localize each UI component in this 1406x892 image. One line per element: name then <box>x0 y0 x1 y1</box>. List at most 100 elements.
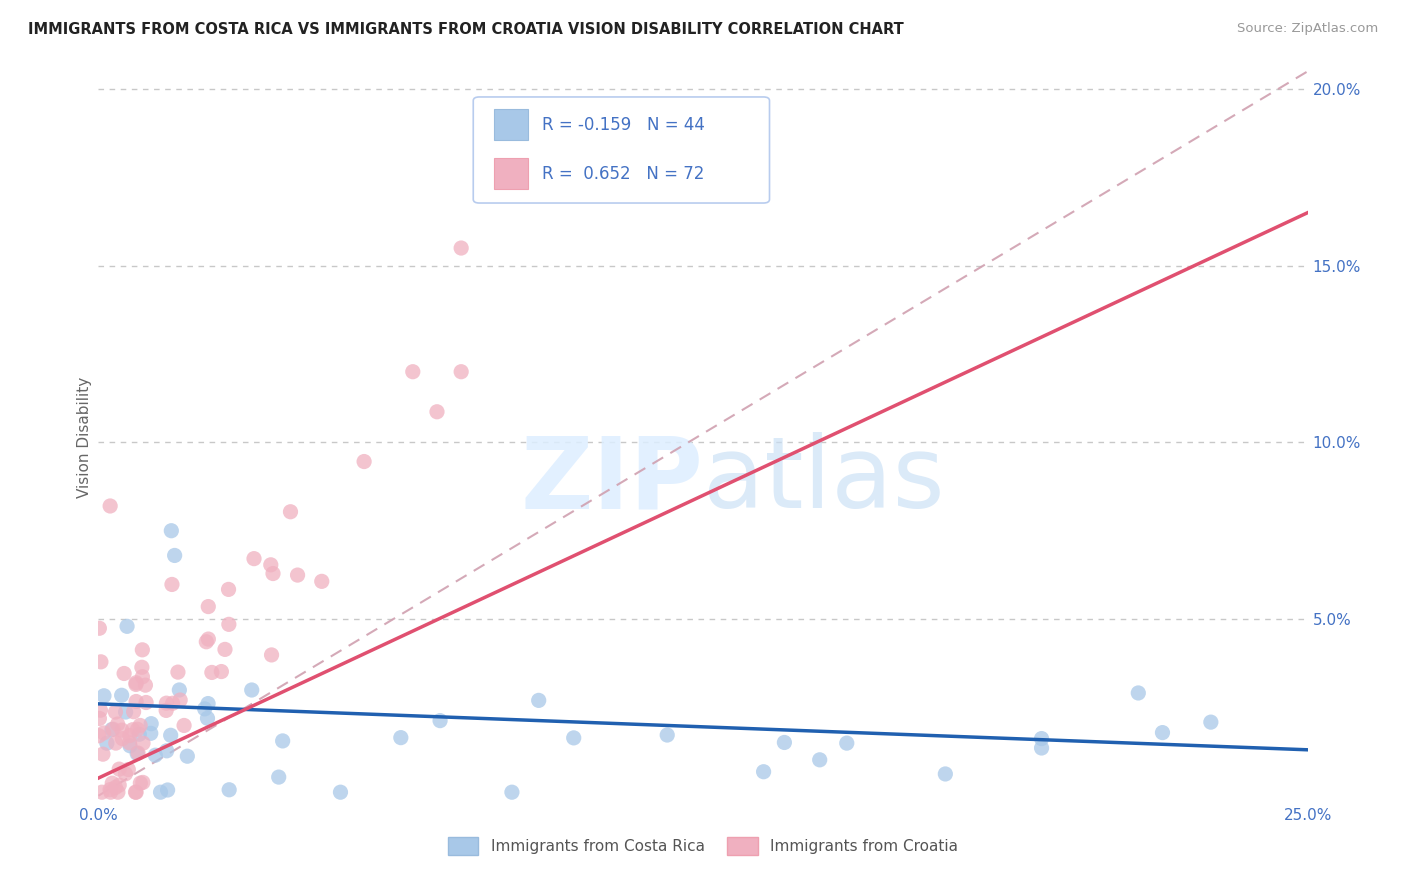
Point <box>201 665 224 680</box>
Point <box>562 731 585 745</box>
Point <box>101 723 124 737</box>
Point <box>1031 741 1053 756</box>
Point <box>280 505 302 519</box>
Point <box>127 746 149 760</box>
Point <box>118 739 141 753</box>
Point <box>125 694 148 708</box>
Point <box>218 617 240 632</box>
Point <box>429 714 451 728</box>
Point <box>132 775 155 789</box>
Point <box>89 711 111 725</box>
Text: IMMIGRANTS FROM COSTA RICA VS IMMIGRANTS FROM CROATIA VISION DISABILITY CORRELAT: IMMIGRANTS FROM COSTA RICA VS IMMIGRANTS… <box>28 22 904 37</box>
Point <box>1128 686 1150 700</box>
Point <box>127 747 149 761</box>
Point <box>93 726 115 740</box>
Point <box>131 643 153 657</box>
Point <box>125 785 148 799</box>
Point <box>98 499 121 513</box>
Point <box>87 729 110 743</box>
Point <box>107 717 129 731</box>
Point <box>209 665 232 679</box>
Point <box>311 574 333 589</box>
FancyBboxPatch shape <box>474 97 769 203</box>
Point <box>118 729 141 743</box>
Point <box>159 728 181 742</box>
Point <box>139 726 162 740</box>
Point <box>156 783 179 797</box>
Point <box>450 365 472 379</box>
Point <box>121 723 143 737</box>
Point <box>96 736 118 750</box>
Point <box>122 705 145 719</box>
Point <box>271 734 294 748</box>
Point <box>90 655 112 669</box>
Point <box>287 568 309 582</box>
Point <box>104 736 127 750</box>
Point <box>1031 731 1053 746</box>
Text: ZIP: ZIP <box>520 433 703 530</box>
Point <box>389 731 412 745</box>
Point <box>808 753 831 767</box>
Point <box>89 621 111 635</box>
Point <box>329 785 352 799</box>
Point <box>402 365 425 379</box>
Point <box>194 702 217 716</box>
Point <box>129 718 152 732</box>
Point <box>243 551 266 566</box>
Point <box>657 728 679 742</box>
Point <box>111 731 134 746</box>
Point <box>527 693 550 707</box>
Point <box>104 780 127 795</box>
Point <box>143 748 166 763</box>
Point <box>197 599 219 614</box>
Point <box>111 688 134 702</box>
Y-axis label: Vision Disability: Vision Disability <box>77 376 91 498</box>
Point <box>155 703 177 717</box>
Point <box>218 582 240 597</box>
Point <box>108 778 131 792</box>
Point <box>160 577 183 591</box>
Point <box>260 558 283 572</box>
Point <box>218 782 240 797</box>
Point <box>934 767 956 781</box>
Point <box>197 697 219 711</box>
Point <box>267 770 290 784</box>
Point <box>107 785 129 799</box>
Point <box>141 716 163 731</box>
Point <box>91 747 114 761</box>
Point <box>132 736 155 750</box>
Legend: Immigrants from Costa Rica, Immigrants from Croatia: Immigrants from Costa Rica, Immigrants f… <box>441 831 965 861</box>
Point <box>118 736 141 750</box>
Text: R =  0.652   N = 72: R = 0.652 N = 72 <box>543 165 704 183</box>
Point <box>197 632 219 646</box>
Point <box>129 776 152 790</box>
Point <box>162 696 184 710</box>
Point <box>240 683 263 698</box>
Point <box>156 744 179 758</box>
Point <box>98 782 121 797</box>
Point <box>197 711 219 725</box>
Point <box>752 764 775 779</box>
Point <box>125 675 148 690</box>
Point <box>169 693 191 707</box>
Point <box>169 683 191 698</box>
Point <box>167 665 190 680</box>
Point <box>112 666 135 681</box>
Point <box>111 723 134 738</box>
Point <box>1199 715 1222 730</box>
Point <box>501 785 523 799</box>
Point <box>100 785 122 799</box>
Point <box>773 735 796 749</box>
Text: Source: ZipAtlas.com: Source: ZipAtlas.com <box>1237 22 1378 36</box>
Point <box>124 785 146 799</box>
Point <box>214 642 236 657</box>
Point <box>89 703 111 717</box>
Text: R = -0.159   N = 44: R = -0.159 N = 44 <box>543 116 704 134</box>
Point <box>160 524 183 538</box>
Point <box>93 689 115 703</box>
Point <box>114 705 136 719</box>
Point <box>104 705 127 719</box>
Point <box>149 785 172 799</box>
Bar <box>494 159 527 189</box>
Point <box>127 723 149 737</box>
